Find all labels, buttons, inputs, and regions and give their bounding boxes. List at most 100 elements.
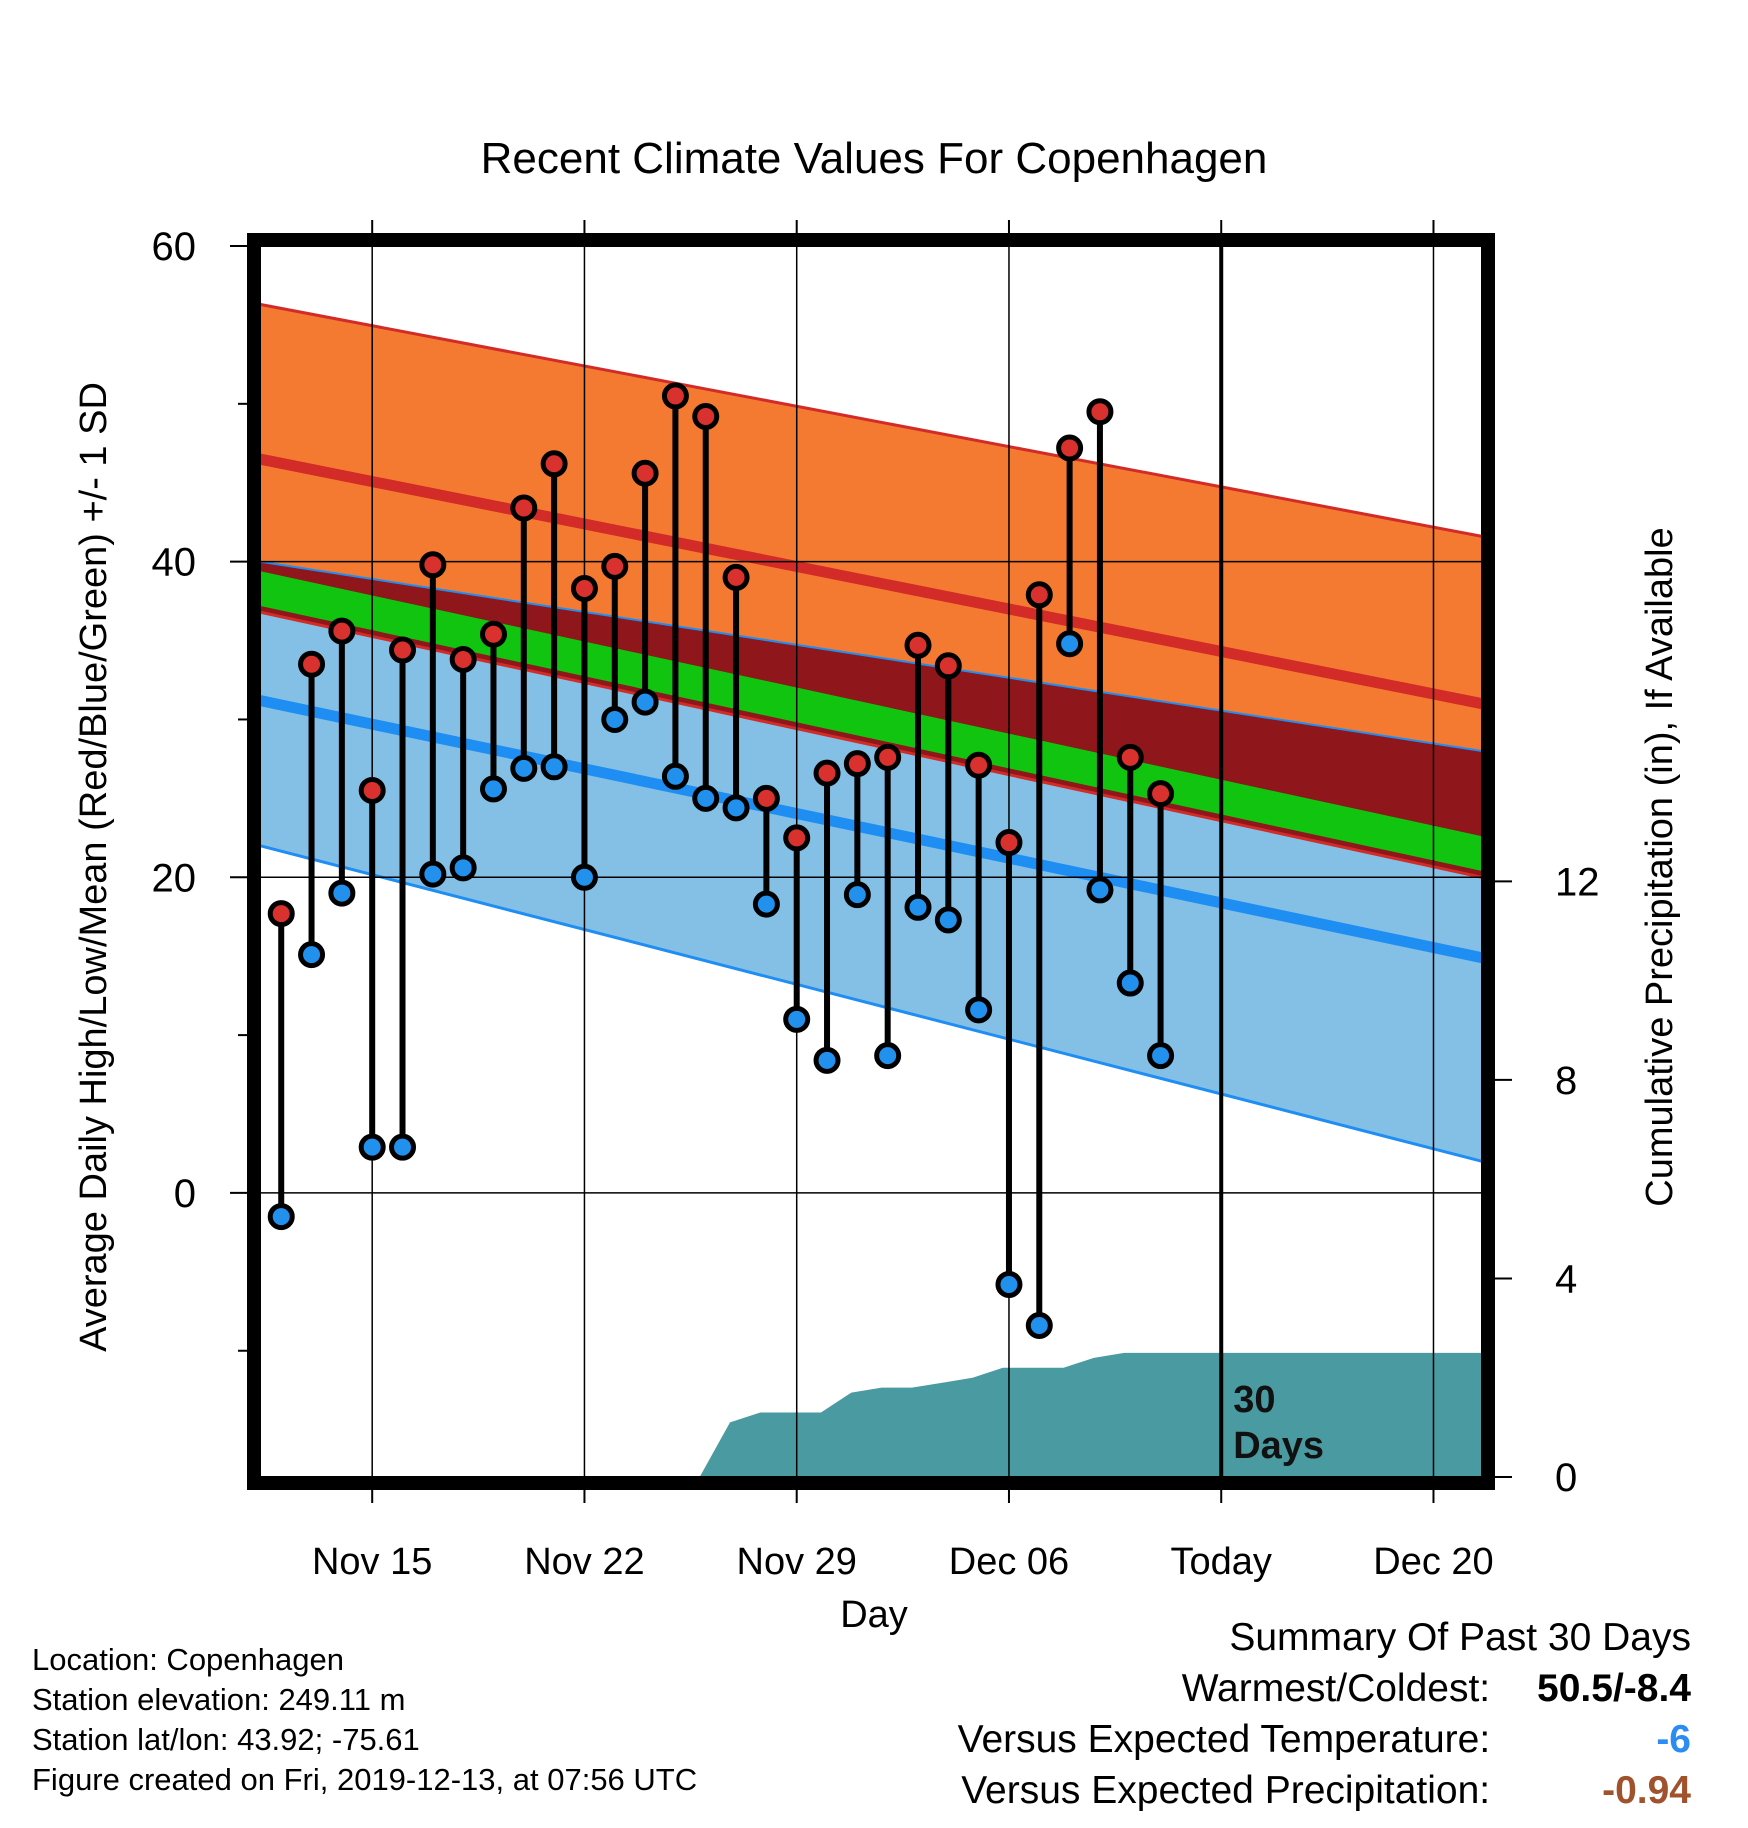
station-latlon: Station lat/lon: 43.92; -75.61: [32, 1722, 420, 1757]
low-point: [449, 854, 477, 882]
precipitation-area: [699, 1352, 1482, 1477]
low-point: [1116, 969, 1144, 997]
low-point: [358, 1133, 386, 1161]
high-point: [904, 631, 932, 659]
x-tick-label: Nov 15: [312, 1541, 432, 1583]
low-point: [1025, 1311, 1053, 1339]
low-point: [783, 1005, 811, 1033]
high-point: [874, 743, 902, 771]
low-normal-band: [260, 612, 1482, 1162]
expected-temp-label: Versus Expected Temperature:: [957, 1718, 1491, 1761]
high-point: [965, 751, 993, 779]
y-axis-label: Average Daily High/Low/Mean (Red/Blue/Gr…: [73, 382, 115, 1352]
low-point: [479, 775, 507, 803]
today-annotation: 30: [1233, 1379, 1275, 1421]
high-point: [419, 551, 447, 579]
high-lower-line: [259, 560, 1483, 753]
high-point: [813, 759, 841, 787]
low-point: [570, 863, 598, 891]
station-info: Location: Copenhagen Station elevation: …: [32, 1640, 697, 1800]
low-point: [661, 762, 689, 790]
y-tick-label: 0: [174, 1172, 196, 1216]
expected-precip-value: -0.94: [1602, 1769, 1691, 1812]
warmest-coldest-value: 50.5/-8.4: [1537, 1667, 1691, 1710]
low-point: [510, 754, 538, 782]
summary-heading: Summary Of Past 30 Days: [1229, 1616, 1691, 1659]
low-point: [722, 794, 750, 822]
low-point: [692, 784, 720, 812]
low-point: [995, 1270, 1023, 1298]
low-point: [934, 906, 962, 934]
high-point: [601, 552, 629, 580]
y2-tick-label: 4: [1555, 1257, 1577, 1301]
high-point: [1147, 780, 1175, 808]
summary-precip-row: Versus Expected Precipitation: -0.94: [958, 1765, 1691, 1816]
high-point: [934, 652, 962, 680]
summary-temp-row: Versus Expected Temperature: -6: [958, 1714, 1691, 1765]
y2-tick-label: 0: [1555, 1456, 1577, 1500]
high-point: [783, 824, 811, 852]
expected-precip-label: Versus Expected Precipitation:: [961, 1769, 1491, 1812]
y-tick-label: 20: [152, 856, 197, 900]
high-point: [752, 784, 780, 812]
x-tick-label: Nov 29: [737, 1541, 857, 1583]
low-point: [328, 879, 356, 907]
x-tick-label: Today: [1171, 1541, 1272, 1583]
high-point: [479, 620, 507, 648]
high-point: [570, 574, 598, 602]
high-mean-line: [258, 453, 1484, 710]
x-tick-label: Dec 06: [949, 1541, 1069, 1583]
high-point: [510, 494, 538, 522]
warmest-coldest-label: Warmest/Coldest:: [1181, 1667, 1491, 1710]
y-tick-label: 60: [152, 225, 197, 269]
y2-tick-label: 12: [1555, 860, 1600, 904]
low-point: [1086, 876, 1114, 904]
high-point: [328, 617, 356, 645]
low-point: [601, 705, 629, 733]
high-point: [1056, 434, 1084, 462]
low-point: [1147, 1042, 1175, 1070]
low-lower-line: [259, 844, 1483, 1163]
high-point: [358, 776, 386, 804]
station-location: Location: Copenhagen: [32, 1642, 344, 1677]
low-point: [843, 881, 871, 909]
low-point: [752, 890, 780, 918]
low-point: [267, 1203, 295, 1231]
high-point: [995, 829, 1023, 857]
high-point: [540, 450, 568, 478]
x-tick-label: Nov 22: [524, 1541, 644, 1583]
high-point: [298, 650, 326, 678]
expected-temp-value: -6: [1656, 1718, 1691, 1761]
high-point: [1025, 581, 1053, 609]
low-point: [1056, 630, 1084, 658]
y-tick-label: 40: [152, 541, 197, 585]
high-point: [449, 645, 477, 673]
x-axis-label: Day: [840, 1594, 908, 1636]
y2-axis-label: Cumulative Precipitation (in), If Availa…: [1639, 527, 1681, 1206]
x-tick-label: Dec 20: [1373, 1541, 1493, 1583]
chart-title: Recent Climate Values For Copenhagen: [481, 134, 1268, 183]
low-point: [631, 688, 659, 716]
summary-panel: Summary Of Past 30 Days Warmest/Coldest:…: [958, 1612, 1691, 1816]
high-point: [661, 382, 689, 410]
low-point: [965, 996, 993, 1024]
low-point: [298, 941, 326, 969]
high-point: [1086, 398, 1114, 426]
high-point: [389, 636, 417, 664]
mean-normal-band: [260, 571, 1482, 871]
high-point: [631, 459, 659, 487]
summary-warmest-row: Warmest/Coldest: 50.5/-8.4: [958, 1663, 1691, 1714]
low-point: [389, 1133, 417, 1161]
low-point: [813, 1046, 841, 1074]
y2-tick-label: 8: [1555, 1059, 1577, 1103]
low-point: [540, 753, 568, 781]
today-annotation: Days: [1233, 1425, 1324, 1467]
plot-frame: [247, 233, 1495, 1490]
high-upper-line: [259, 302, 1483, 538]
figure-created: Figure created on Fri, 2019-12-13, at 07…: [32, 1762, 698, 1797]
station-elevation: Station elevation: 249.11 m: [32, 1682, 406, 1717]
low-point: [419, 860, 447, 888]
high-point: [843, 750, 871, 778]
